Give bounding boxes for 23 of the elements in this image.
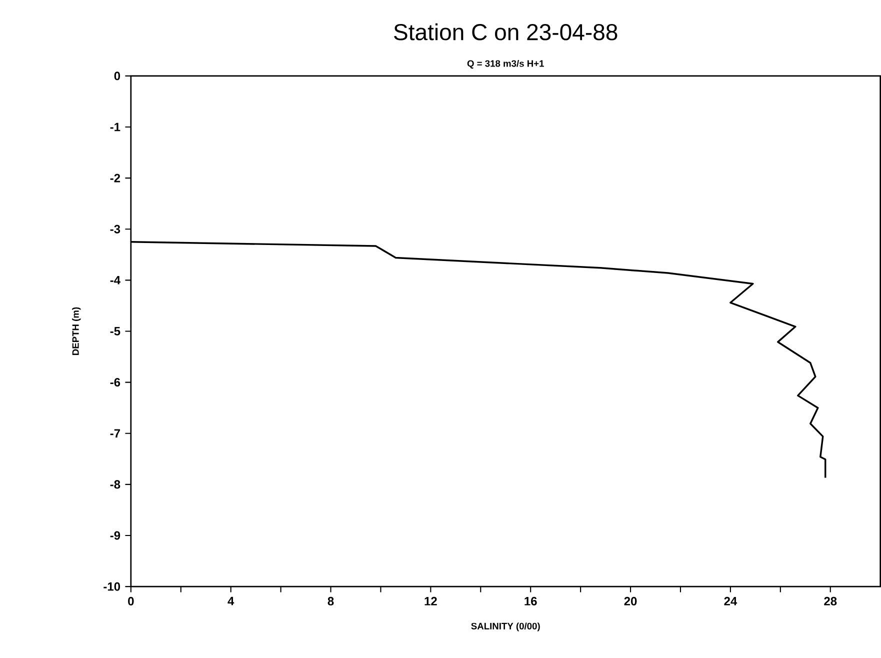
- x-tick-label: 20: [624, 596, 637, 606]
- y-tick-label: -3: [110, 224, 120, 234]
- x-axis-title: SALINITY (0/00): [471, 622, 540, 632]
- y-tick-label: 0: [114, 71, 120, 80]
- x-tick-label: 8: [328, 596, 334, 606]
- chart-title: Station C on 23-04-88: [394, 23, 618, 40]
- y-tick-label: -8: [110, 480, 120, 488]
- y-tick-label: -7: [110, 428, 120, 438]
- y-tick-label: -6: [110, 378, 120, 386]
- x-tick-label: 0: [128, 596, 134, 606]
- y-tick-label: -2: [110, 174, 120, 182]
- y-tick-label: -4: [110, 276, 120, 284]
- x-tick-label: 4: [228, 596, 234, 605]
- x-tick-label: 28: [824, 596, 837, 606]
- y-tick-label: -10: [104, 582, 120, 591]
- y-axis-title: DEPTH (m): [72, 307, 81, 355]
- y-tick-label: -1: [110, 122, 120, 131]
- chart-subtitle: Q = 318 m3/s H+1: [467, 60, 544, 68]
- y-tick-label: -9: [110, 530, 120, 540]
- x-tick-label: 12: [424, 596, 437, 606]
- y-tick-label: -5: [110, 326, 120, 336]
- x-tick-label: 24: [724, 596, 738, 606]
- x-tick-label: 16: [524, 596, 537, 606]
